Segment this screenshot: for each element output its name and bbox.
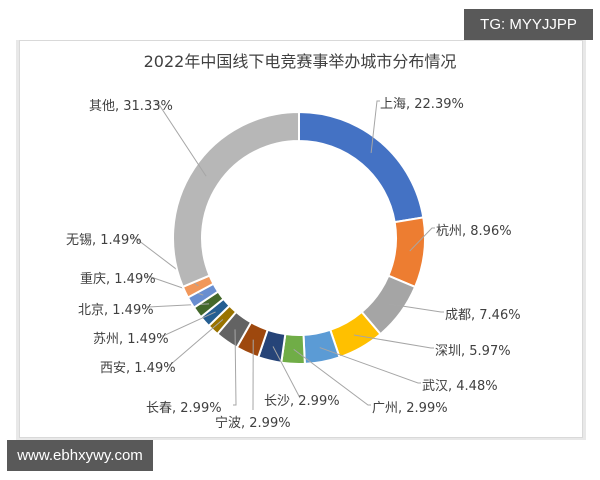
donut-slice: [298, 110, 425, 224]
leader-line: [370, 100, 380, 154]
leader-line: [319, 347, 421, 384]
data-label: 长春, 2.99%: [146, 401, 222, 416]
data-label: 武汉, 4.48%: [422, 379, 498, 394]
leader-line: [409, 227, 435, 252]
leader-line: [233, 329, 237, 406]
leader-line: [145, 303, 210, 308]
data-label: 其他, 31.33%: [89, 99, 173, 114]
watermark-top-right: TG: MYYJJPP: [464, 9, 593, 40]
data-label: 无锡, 1.49%: [66, 233, 142, 248]
leader-line: [272, 346, 301, 399]
data-label: 广州, 2.99%: [372, 401, 448, 416]
data-label: 上海, 22.39%: [380, 97, 464, 112]
data-label: 西安, 1.49%: [100, 361, 176, 376]
leader-line: [160, 311, 216, 337]
leader-line: [388, 303, 444, 313]
leader-line: [293, 348, 371, 406]
data-label: 长沙, 2.99%: [264, 394, 340, 409]
donut-slice: [387, 216, 426, 289]
data-label: 苏州, 1.49%: [93, 332, 169, 347]
leader-line: [353, 334, 434, 349]
data-label: 宁波, 2.99%: [215, 416, 291, 431]
chart-panel: [19, 40, 583, 438]
data-label: 杭州, 8.96%: [436, 224, 512, 239]
donut-slice: [172, 110, 300, 289]
data-label: 深圳, 5.97%: [435, 344, 511, 359]
leader-line: [155, 102, 207, 177]
watermark-bottom-left: www.ebhxywy.com: [7, 440, 153, 471]
data-label: 重庆, 1.49%: [80, 272, 156, 287]
leader-line: [167, 319, 224, 366]
chart-title: 2022年中国线下电竞赛事举办城市分布情况: [143, 52, 457, 71]
data-label: 北京, 1.49%: [78, 303, 154, 318]
data-label: 成都, 7.46%: [445, 308, 521, 323]
